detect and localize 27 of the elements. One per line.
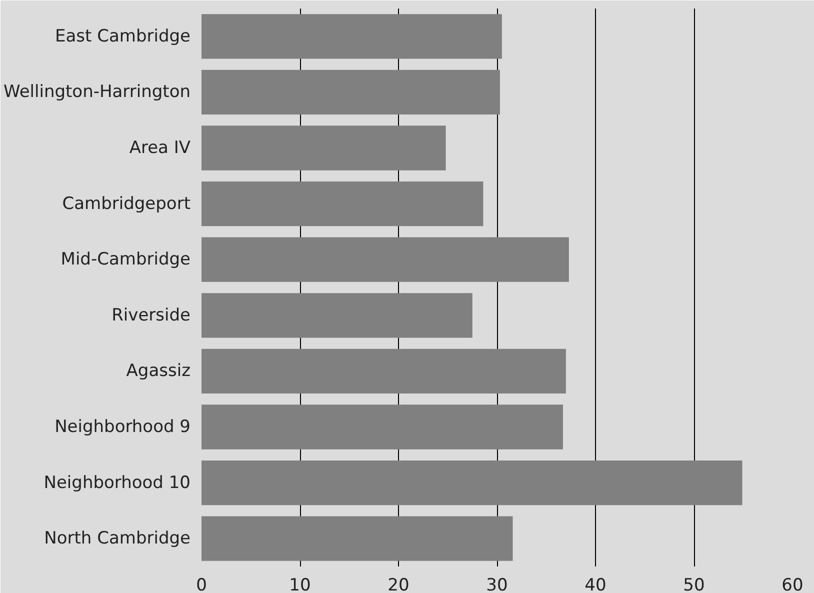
y-tick-label: East Cambridge: [55, 26, 191, 46]
y-tick-label: Agassiz: [126, 361, 191, 382]
y-tick-label: Mid-Cambridge: [60, 250, 191, 270]
bar: [202, 70, 500, 115]
bar: [202, 14, 502, 59]
y-tick-label: Neighborhood 9: [54, 417, 191, 437]
x-tick-label: 60: [782, 576, 804, 593]
x-tick-label: 10: [289, 576, 311, 593]
bar: [202, 237, 569, 282]
y-tick-label: Riverside: [112, 305, 190, 326]
bar: [202, 404, 563, 450]
x-tick-label: 30: [486, 576, 508, 593]
y-tick-label: Area IV: [129, 138, 191, 158]
y-tick-label: North Cambridge: [44, 528, 190, 549]
bar: [202, 181, 484, 226]
bar: [202, 293, 472, 338]
bar: [202, 126, 446, 170]
bar: [202, 460, 742, 506]
x-tick-label: 50: [683, 576, 705, 593]
x-tick-label: 20: [388, 576, 410, 593]
y-tick-label: Wellington-Harrington: [4, 82, 191, 102]
y-tick-label: Neighborhood 10: [44, 472, 190, 493]
x-tick-label: 0: [196, 576, 207, 593]
bar: [202, 516, 513, 561]
x-tick-label: 40: [584, 576, 606, 593]
bar: [202, 348, 566, 394]
y-tick-label: Cambridgeport: [62, 194, 191, 214]
